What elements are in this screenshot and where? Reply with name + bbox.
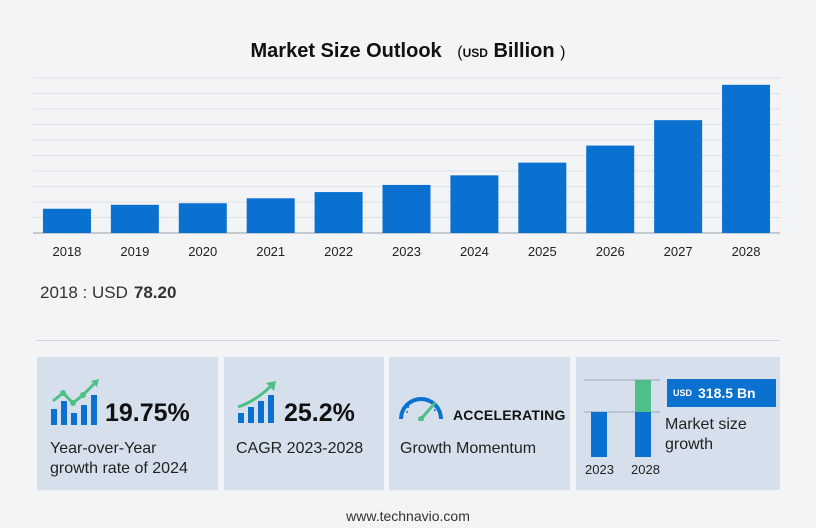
growth-line2: growth [665, 436, 714, 453]
bar-2018 [42, 208, 91, 233]
bar-chart: 2018 2019 2020 2021 2022 2023 2024 2025 2026 2027… [33, 77, 780, 259]
x-tick-label: 2018 [52, 244, 81, 259]
bar-2025 [518, 162, 567, 233]
momentum-value: ACCELERATING [453, 407, 566, 423]
yoy-value: 19.75% [105, 399, 190, 427]
title-unit-open: ( [457, 44, 463, 61]
yoy-line1: Year-over-Year [50, 440, 157, 457]
x-tick-label: 2027 [664, 244, 693, 259]
bar-2022 [314, 192, 363, 233]
x-tick-label: 2020 [188, 244, 217, 259]
cagr-card: 25.2% CAGR 2023-2028 [224, 357, 384, 490]
yoy-card: 19.75% Year-over-Year growth rate of 202… [37, 357, 218, 490]
chart-title: Market Size Outlook (USD Billion ) [0, 40, 816, 63]
cagr-value: 25.2% [284, 399, 355, 427]
base-year-text: 2018 : USD [40, 283, 128, 302]
momentum-label: Growth Momentum [400, 440, 537, 457]
bar-2026 [586, 145, 635, 233]
bar-2019 [110, 204, 159, 233]
momentum-card: ACCELERATING Growth Momentum [389, 357, 570, 490]
x-tick-label: 2023 [392, 244, 421, 259]
growth-badge-value: 318.5 Bn [698, 385, 756, 401]
bar-2023 [382, 184, 431, 233]
growth-badge: USD 318.5 Bn [667, 379, 776, 407]
bar-2028 [722, 84, 771, 233]
x-tick-label: 2022 [324, 244, 353, 259]
bar-2020 [178, 203, 227, 233]
title-unit-scale: Billion [493, 40, 555, 62]
cagr-label: CAGR 2023-2028 [236, 440, 364, 457]
growth-year-start: 2023 [585, 462, 614, 477]
bar-2027 [654, 120, 703, 233]
mini-bar-2028-growth [635, 380, 651, 412]
mini-bar-2023 [591, 412, 607, 457]
growth-mini-chart [584, 379, 660, 457]
title-text: Market Size Outlook [250, 40, 442, 62]
growth-line1: Market size [665, 416, 747, 433]
growth-badge-unit: USD [673, 388, 693, 398]
x-tick-label: 2026 [596, 244, 625, 259]
x-tick-label: 2024 [460, 244, 489, 259]
growth-year-end: 2028 [631, 462, 660, 477]
base-year-value: 78.20 [133, 283, 177, 302]
growth-card: 2023 2028 USD 318.5 Bn Market size growt… [576, 357, 780, 490]
rising-bars-icon [237, 381, 276, 423]
section-divider [36, 340, 780, 341]
footer-url: www.technavio.com [346, 508, 470, 524]
title-unit-currency: USD [462, 46, 488, 60]
speedometer-icon [399, 397, 443, 421]
mini-bar-2028-base [635, 412, 651, 457]
title-unit-close: ) [560, 44, 566, 61]
x-tick-label: 2025 [528, 244, 557, 259]
yoy-line2: growth rate of 2024 [50, 460, 188, 477]
base-year-label: 2018 : USD 78.20 [40, 283, 176, 303]
x-tick-label: 2019 [120, 244, 149, 259]
x-tick-label: 2028 [732, 244, 761, 259]
bar-2021 [246, 198, 295, 233]
growth-chart-icon [51, 379, 99, 425]
bar-2024 [450, 175, 499, 233]
x-tick-label: 2021 [256, 244, 285, 259]
